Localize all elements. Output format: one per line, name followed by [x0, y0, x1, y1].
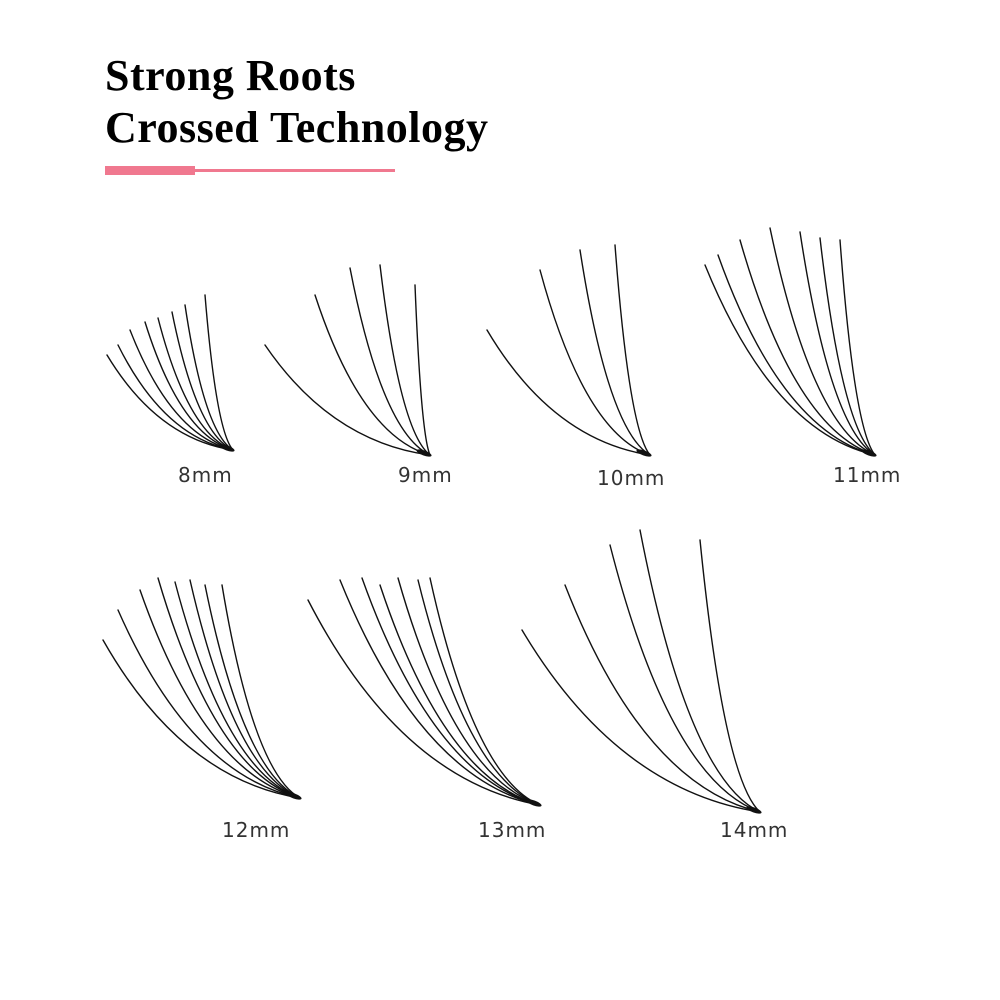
- lash-strand: [579, 249, 651, 456]
- lash-root: [746, 806, 762, 814]
- lash-fan-8mm: [106, 294, 235, 452]
- title-line-2: Crossed Technology: [105, 103, 489, 152]
- lash-label-10mm: 10mm: [597, 466, 666, 490]
- lash-strand: [157, 577, 301, 799]
- lash-strand: [819, 237, 876, 456]
- lash-strand: [361, 577, 541, 806]
- lash-strand: [102, 639, 301, 799]
- lash-root: [861, 449, 877, 457]
- lash-strand: [264, 344, 431, 456]
- lash-strand: [117, 609, 301, 799]
- lash-strand: [144, 321, 234, 451]
- lash-strand: [339, 579, 541, 806]
- lash-strand: [414, 284, 431, 456]
- lash-fan-12mm: [102, 577, 302, 800]
- lash-strand: [349, 267, 431, 456]
- lash-strand: [314, 294, 431, 456]
- page-title: Strong Roots Crossed Technology: [105, 50, 489, 154]
- lash-strand: [429, 577, 541, 806]
- lash-strand: [799, 231, 876, 456]
- lash-fan-11mm: [704, 227, 877, 457]
- lash-strand: [221, 584, 301, 799]
- lash-strand: [769, 227, 876, 456]
- lash-fan-9mm: [264, 264, 432, 457]
- lash-strand: [521, 629, 761, 813]
- lash-label-14mm: 14mm: [720, 818, 789, 842]
- lash-label-8mm: 8mm: [178, 463, 233, 487]
- accent-underline-thick: [105, 166, 195, 175]
- lash-strand: [184, 304, 234, 451]
- lash-root: [636, 449, 652, 457]
- lash-strand: [139, 589, 301, 799]
- lash-strand: [699, 539, 761, 813]
- lash-strand: [204, 294, 234, 451]
- lash-label-11mm: 11mm: [833, 463, 902, 487]
- lash-fan-14mm: [521, 529, 762, 814]
- lash-strand: [379, 264, 431, 456]
- lash-strand: [486, 329, 651, 456]
- lash-strand: [189, 579, 301, 799]
- lash-root: [286, 792, 302, 800]
- lash-strand: [417, 579, 541, 806]
- lash-strand: [174, 581, 301, 799]
- lash-strand: [564, 584, 761, 813]
- lash-label-9mm: 9mm: [398, 463, 453, 487]
- lash-strand: [129, 329, 234, 451]
- title-line-1: Strong Roots: [105, 51, 356, 100]
- lash-strand: [839, 239, 876, 456]
- lash-strand: [614, 244, 651, 456]
- lash-strand: [539, 269, 651, 456]
- lash-root: [416, 449, 432, 457]
- lash-strand: [609, 544, 761, 813]
- lash-strand: [739, 239, 876, 456]
- lash-root: [526, 799, 542, 807]
- lash-root: [219, 444, 235, 452]
- lash-label-12mm: 12mm: [222, 818, 291, 842]
- lash-strand: [379, 584, 541, 806]
- lash-strand: [171, 311, 234, 451]
- lash-strand: [639, 529, 761, 813]
- lash-strand: [397, 577, 541, 806]
- lash-strand: [704, 264, 876, 456]
- lash-label-13mm: 13mm: [478, 818, 547, 842]
- lash-fan-10mm: [486, 244, 652, 457]
- accent-underline-thin: [195, 169, 395, 172]
- lash-strand: [106, 354, 234, 451]
- lash-strand: [717, 254, 876, 456]
- lash-strand: [204, 584, 301, 799]
- lash-strand: [307, 599, 541, 806]
- lash-strand: [117, 344, 234, 451]
- lash-fan-13mm: [307, 577, 542, 807]
